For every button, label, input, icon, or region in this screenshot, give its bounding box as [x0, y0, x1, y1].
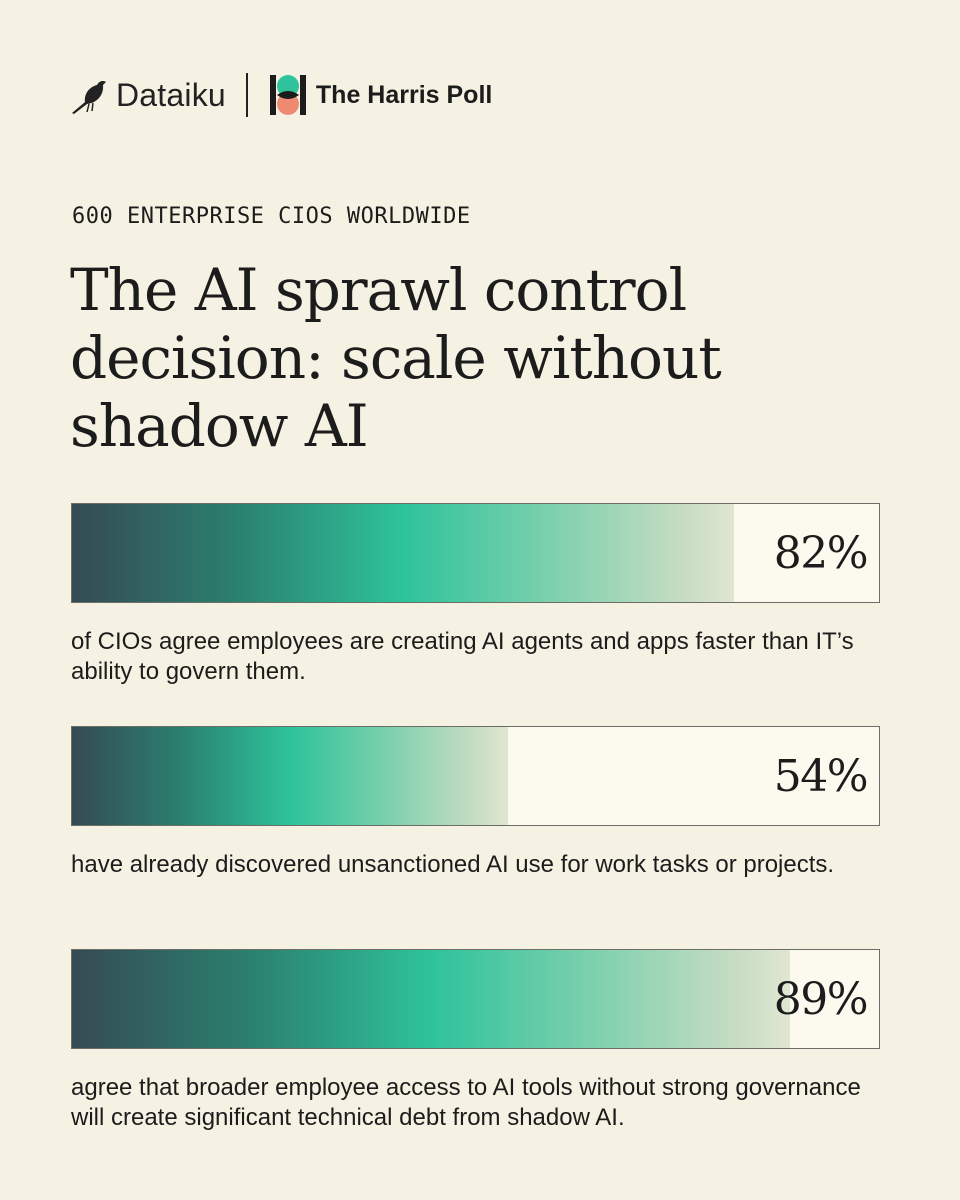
stat-block: 89% agree that broader employee access t…: [71, 949, 880, 1133]
bar-value-label: 54%: [773, 750, 869, 802]
bar-fill: [72, 950, 791, 1048]
harris-poll-logo-icon: [269, 75, 306, 115]
stat-caption: agree that broader employee access to AI…: [71, 1074, 861, 1131]
dataiku-brand: Dataiku: [70, 75, 226, 115]
stat-block: 54% have already discovered unsanctioned…: [71, 726, 880, 880]
header: Dataiku The Harris Poll: [70, 72, 492, 118]
bar-value-label: 82%: [773, 527, 869, 579]
page-title: The AI sprawl control decision: scale wi…: [70, 256, 722, 460]
bar-fill: [72, 504, 734, 602]
bar-track: 82%: [71, 503, 880, 603]
bar-track: 54%: [71, 726, 880, 826]
harris-poll-wordmark: The Harris Poll: [315, 80, 493, 109]
bar-track: 89%: [71, 949, 880, 1049]
bird-logo-icon: [72, 81, 106, 114]
bar-value-label: 89%: [773, 973, 869, 1025]
stat-caption: of CIOs agree employees are creating AI …: [71, 628, 854, 685]
harris-poll-brand: The Harris Poll: [269, 75, 493, 115]
bar-fill: [72, 727, 508, 825]
brand-divider: [245, 73, 248, 117]
stat-caption: have already discovered unsanctioned AI …: [71, 851, 835, 878]
stat-block: 82% of CIOs agree employees are creating…: [71, 503, 880, 687]
survey-eyebrow: 600 ENTERPRISE CIOS WORLDWIDE: [72, 204, 471, 229]
dataiku-wordmark: Dataiku: [116, 76, 226, 113]
